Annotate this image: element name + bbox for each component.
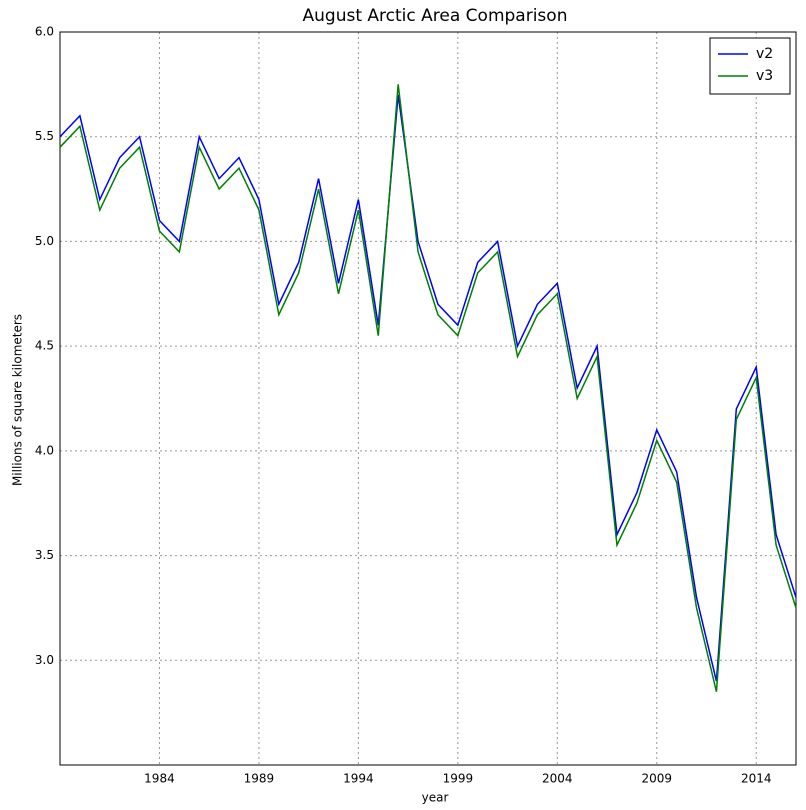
legend-label: v3 bbox=[756, 68, 773, 84]
y-tick-label: 5.0 bbox=[35, 234, 54, 248]
x-tick-label: 2009 bbox=[641, 772, 672, 786]
y-tick-label: 4.5 bbox=[35, 339, 54, 353]
series-line bbox=[59, 94, 797, 682]
x-tick-label: 1994 bbox=[343, 772, 374, 786]
y-tick-label: 3.5 bbox=[35, 548, 54, 562]
x-tick-label: 2004 bbox=[542, 772, 573, 786]
x-tick-label: 1999 bbox=[443, 772, 474, 786]
y-tick-label: 4.0 bbox=[35, 443, 54, 457]
x-axis-label: year bbox=[422, 791, 449, 805]
y-tick-label: 6.0 bbox=[35, 25, 54, 39]
plot-frame bbox=[59, 31, 797, 766]
series-line bbox=[59, 84, 797, 692]
legend-label: v2 bbox=[756, 46, 773, 62]
x-tick-label: 1984 bbox=[144, 772, 175, 786]
x-tick-label: 1989 bbox=[244, 772, 275, 786]
y-tick-label: 3.0 bbox=[35, 653, 54, 667]
y-tick-label: 5.5 bbox=[35, 129, 54, 143]
x-tick-label: 2014 bbox=[741, 772, 772, 786]
chart-title: August Arctic Area Comparison bbox=[303, 6, 568, 26]
legend-box bbox=[709, 37, 791, 95]
y-axis-label: Millions of square kilometers bbox=[11, 314, 25, 486]
